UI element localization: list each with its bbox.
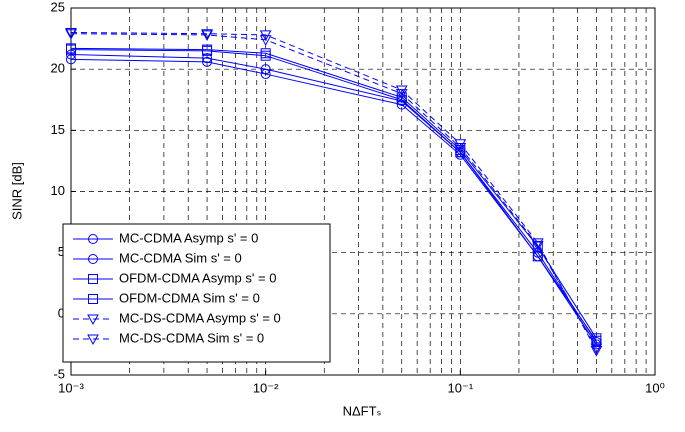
series-line xyxy=(70,33,597,349)
y-tick-label: 20 xyxy=(51,61,65,76)
marker xyxy=(65,27,77,39)
marker xyxy=(531,240,544,252)
marker xyxy=(87,334,99,346)
marker xyxy=(590,346,603,357)
y-tick-label: -5 xyxy=(53,366,65,381)
legend-label: MC-CDMA Sim s' = 0 xyxy=(119,250,242,265)
marker xyxy=(532,251,543,262)
x-tick-label: 10⁻¹ xyxy=(448,380,474,395)
marker xyxy=(590,343,603,355)
marker xyxy=(591,333,602,344)
series-line xyxy=(70,31,597,351)
x-tick-label: 10⁰ xyxy=(645,380,665,395)
legend-label: MC-CDMA Asymp s' = 0 xyxy=(119,230,258,245)
marker xyxy=(66,43,76,54)
marker xyxy=(88,254,98,264)
y-tick-label: 15 xyxy=(51,122,65,137)
marker xyxy=(202,44,213,55)
legend-label: MC-DS-CDMA Sim s' = 0 xyxy=(119,330,264,345)
marker xyxy=(260,64,271,75)
x-tick-label: 10⁻³ xyxy=(58,380,84,395)
y-tick-label: 5 xyxy=(58,244,65,259)
x-axis-label: NΔFTₛ xyxy=(343,403,382,418)
marker xyxy=(531,238,544,249)
y-tick-label: 25 xyxy=(51,0,65,14)
plot-frame xyxy=(70,7,656,376)
marker xyxy=(395,85,408,96)
marker xyxy=(454,139,467,150)
marker xyxy=(88,294,98,304)
series-line xyxy=(70,49,597,342)
y-tick-label: 10 xyxy=(51,183,65,198)
marker xyxy=(65,29,77,40)
x-tick-label: 10⁻² xyxy=(253,380,279,395)
marker xyxy=(88,274,98,284)
marker xyxy=(259,35,272,46)
series-line xyxy=(70,53,597,343)
legend-label: MC-DS-CDMA Asymp s' = 0 xyxy=(119,310,281,325)
legend-label: OFDM-CDMA Sim s' = 0 xyxy=(119,290,260,305)
marker xyxy=(260,48,271,59)
y-tick-label: 0 xyxy=(58,305,65,320)
series-line xyxy=(70,47,597,339)
marker xyxy=(201,30,213,41)
marker xyxy=(201,29,213,40)
legend: MC-CDMA Asymp s' = 0 MC-CDMA Sim s' = 0 OF… xyxy=(62,223,331,363)
marker xyxy=(87,314,99,326)
legend-label: OFDM-CDMA Asymp s' = 0 xyxy=(119,270,276,285)
marker xyxy=(455,144,466,155)
marker xyxy=(202,56,213,67)
marker xyxy=(396,92,407,103)
marker xyxy=(88,234,98,244)
y-axis-label: SINR [dB] xyxy=(9,162,24,220)
marker xyxy=(259,30,272,41)
